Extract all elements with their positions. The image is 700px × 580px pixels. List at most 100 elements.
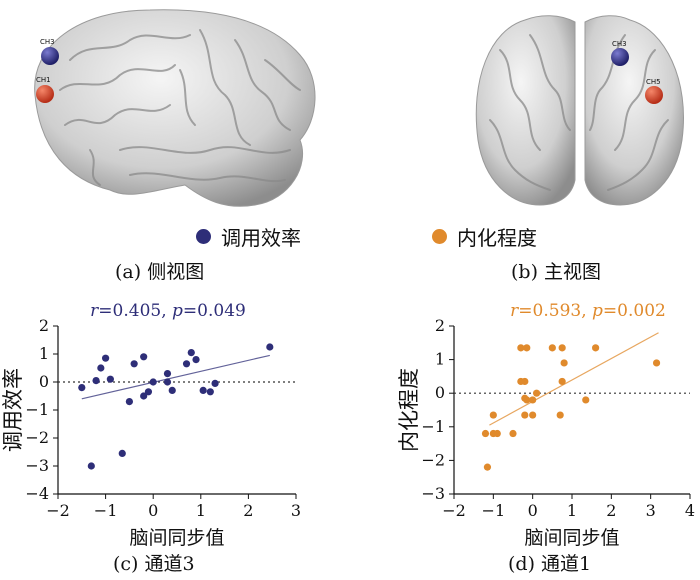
regression-line [81, 354, 270, 400]
data-point [556, 411, 564, 419]
data-point [558, 377, 566, 386]
data-point [529, 396, 537, 404]
data-point [582, 396, 590, 404]
x-tick-label: −1 [94, 501, 118, 520]
electrode-ch1-lateral [36, 85, 54, 103]
data-point [149, 378, 157, 386]
caption-a: (a) 侧视图 [115, 261, 205, 283]
data-point [533, 389, 541, 397]
data-point [140, 392, 148, 400]
data-point [211, 379, 219, 387]
y-axis-title: 调用效率 [1, 368, 25, 452]
data-point [130, 360, 138, 368]
y-tick-label: 2 [39, 316, 49, 335]
data-point [144, 388, 153, 396]
legend-item-efficiency: 调用效率 [196, 222, 301, 251]
correlation-annotation: r=0.593, p=0.002 [510, 301, 666, 321]
x-tick-label: 1 [196, 501, 206, 520]
caption-d: (d) 通道1 [508, 553, 592, 575]
x-tick-label: 3 [291, 501, 301, 520]
brain-lateral-view [34, 9, 316, 207]
data-point [517, 344, 525, 352]
caption-c: (c) 通道3 [113, 553, 195, 575]
y-tick-label: 1 [435, 350, 445, 369]
regression-line [489, 332, 659, 426]
data-point [521, 394, 529, 402]
data-point [125, 398, 133, 406]
data-point [652, 359, 661, 367]
data-point [192, 356, 200, 364]
data-point [558, 344, 566, 352]
legend-dot-efficiency [196, 229, 211, 244]
y-tick-label: 1 [39, 344, 49, 363]
data-point [168, 386, 176, 394]
data-point [199, 386, 207, 394]
data-point [592, 344, 600, 352]
legend-dot-internalization [432, 229, 447, 244]
electrode-ch3-frontal [611, 48, 629, 66]
x-tick-label: 0 [528, 501, 538, 520]
data-point [206, 388, 214, 396]
electrode-ch5-frontal [645, 86, 663, 104]
brain-illustrations [34, 9, 684, 207]
x-axis-title: 脑间同步值 [129, 527, 224, 549]
y-tick-label: 2 [435, 316, 445, 335]
legend-item-internalization: 内化程度 [432, 222, 537, 251]
electrode-ch3-lateral [41, 47, 59, 65]
data-point [521, 377, 529, 386]
x-tick-label: 0 [148, 501, 158, 520]
data-point [560, 359, 568, 367]
data-point [97, 364, 105, 372]
scatter-chart-efficiency: −2 −1 0 1 2 3 −4 −3 −2 −1 0 1 2 r=0.405, p=0.049 脑间同步值… [1, 301, 301, 549]
data-point [118, 449, 126, 457]
data-point [92, 377, 100, 385]
y-tick-label: 0 [435, 383, 445, 402]
x-tick-label: 2 [243, 501, 253, 520]
data-point [529, 411, 537, 419]
x-tick-label: −1 [482, 501, 506, 520]
correlation-annotation: r=0.405, p=0.049 [90, 301, 246, 321]
y-tick-label: −4 [25, 484, 49, 503]
electrode-label-ch3-b: CH3 [612, 40, 627, 48]
data-point [163, 370, 172, 378]
y-tick-label: −1 [25, 400, 49, 419]
brain-frontal-view [475, 15, 684, 206]
data-point [187, 349, 195, 357]
data-point [483, 463, 492, 471]
x-tick-label: 4 [685, 501, 695, 520]
y-tick-label: 0 [39, 372, 49, 391]
x-tick-label: −2 [442, 501, 466, 520]
data-point [102, 354, 110, 362]
x-tick-label: 2 [606, 501, 616, 520]
legend-label-efficiency: 调用效率 [221, 226, 301, 250]
data-point [523, 344, 531, 352]
data-point [548, 344, 556, 352]
data-point [489, 411, 497, 419]
y-tick-label: −1 [421, 417, 445, 436]
y-tick-label: −2 [421, 450, 445, 469]
data-point [106, 375, 114, 383]
data-point [509, 429, 517, 438]
x-tick-label: 3 [646, 501, 656, 520]
data-point [163, 378, 172, 386]
y-tick-label: −3 [421, 484, 445, 503]
electrode-label-ch5-b: CH5 [646, 78, 661, 86]
data-point [87, 462, 95, 470]
data-point [521, 411, 529, 419]
data-point [481, 429, 490, 438]
data-point [493, 429, 501, 438]
y-axis-title: 内化程度 [397, 368, 421, 452]
x-tick-label: 1 [567, 501, 577, 520]
caption-b: (b) 主视图 [511, 261, 602, 283]
electrode-label-ch3-a: CH3 [40, 38, 55, 46]
data-point [266, 343, 274, 351]
x-axis-title: 脑间同步值 [524, 527, 619, 549]
data-point [140, 353, 148, 361]
x-tick-label: −2 [46, 501, 70, 520]
data-point [78, 384, 86, 392]
y-tick-label: −3 [25, 456, 49, 475]
electrode-label-ch1-a: CH1 [36, 76, 51, 84]
legend-label-internalization: 内化程度 [457, 226, 537, 250]
y-tick-label: −2 [25, 428, 49, 447]
